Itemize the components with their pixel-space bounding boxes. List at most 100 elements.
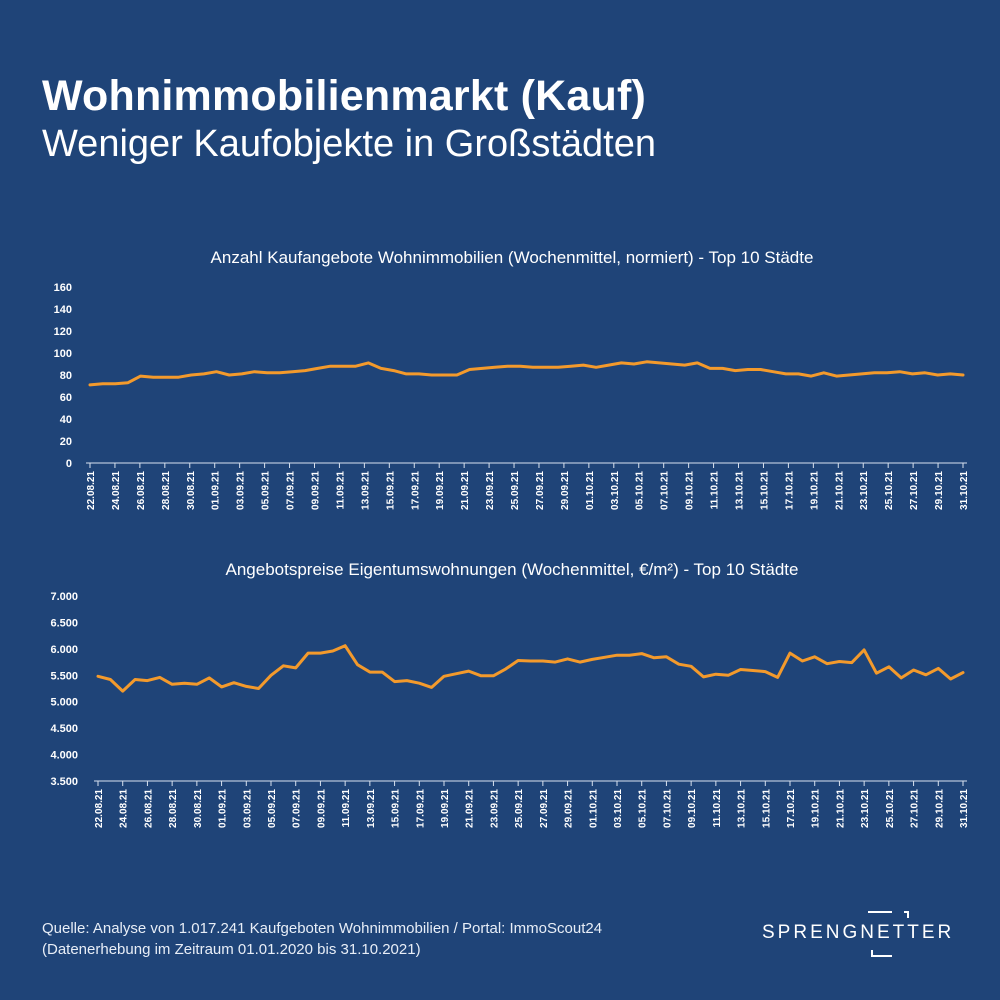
chart2-x-tick-label: 21.09.21 (465, 789, 476, 828)
sprengnetter-logo-text: SPRENGNETTER (762, 922, 955, 943)
chart1-x-tick-label: 19.10.21 (809, 471, 820, 510)
chart2-x-tick-label: 23.10.21 (860, 789, 871, 828)
chart1-x-tick-label: 23.09.21 (485, 471, 496, 510)
chart2-x-tick-label: 30.08.21 (193, 789, 204, 828)
chart1-x-tick-label: 03.09.21 (236, 471, 247, 510)
chart2-x-tick-label: 25.10.21 (885, 789, 896, 828)
sprengnetter-logo-icon (868, 911, 909, 957)
chart1-x-tick-label: 13.10.21 (735, 471, 746, 510)
chart2-x-tick-label: 11.09.21 (341, 789, 352, 828)
chart2-y-tick-label: 5.500 (50, 670, 78, 682)
chart1-x-tick-label: 15.10.21 (759, 471, 770, 510)
chart-apartment-prices: 3.500 4.000 4.500 5.000 5.500 6.000 6.500 7.000… (50, 591, 970, 828)
chart1-x-tick-label: 26.08.21 (136, 471, 147, 510)
chart-offers-count: 0 20 40 60 80 100 120 140 160 22.08.21 24.08.21 26.… (54, 282, 970, 510)
chart1-x-tick-label: 13.09.21 (360, 471, 371, 510)
chart1-y-tick-label: 60 (60, 392, 72, 404)
chart1-x-tick-label: 28.08.21 (161, 471, 172, 510)
chart2-x-tick-label: 09.10.21 (687, 789, 698, 828)
chart1-x-tick-label: 15.09.21 (385, 471, 396, 510)
chart1-x-tick-label: 31.10.21 (959, 471, 970, 510)
chart1-x-tick-label: 03.10.21 (610, 471, 621, 510)
chart2-x-tick-label: 03.09.21 (242, 789, 253, 828)
chart2-x-tick-label: 27.10.21 (910, 789, 921, 828)
chart1-x-tick-label: 07.09.21 (286, 471, 297, 510)
chart1-y-tick-label: 100 (54, 348, 72, 360)
chart2-x-tick-label: 27.09.21 (539, 789, 550, 828)
chart1-x-tick-label: 27.09.21 (535, 471, 546, 510)
chart1-x-tick-label: 07.10.21 (660, 471, 671, 510)
chart2-x-tick-label: 19.09.21 (440, 789, 451, 828)
chart2-x-tick-label: 17.09.21 (415, 789, 426, 828)
chart1-y-tick-label: 20 (60, 436, 72, 448)
chart2-x-tick-label: 07.09.21 (292, 789, 303, 828)
chart2-x-tick-label: 22.08.21 (94, 789, 105, 828)
chart2-y-tick-label: 7.000 (50, 591, 78, 603)
chart2-x-tick-label: 05.09.21 (267, 789, 278, 828)
chart2-x-tick-label: 13.09.21 (366, 789, 377, 828)
page-subtitle: Weniger Kaufobjekte in Großstädten (42, 123, 656, 165)
chart1-x-tick-label: 22.08.21 (86, 471, 97, 510)
chart1-x-tick-label: 21.09.21 (460, 471, 471, 510)
chart2-x-tick-label: 17.10.21 (786, 789, 797, 828)
chart1-x-tick-label: 29.09.21 (560, 471, 571, 510)
chart1-x-tick-label: 21.10.21 (834, 471, 845, 510)
chart2-y-tick-label: 4.500 (50, 723, 78, 735)
chart1-x-tick-label: 24.08.21 (111, 471, 122, 510)
chart1-x-tick-label: 01.09.21 (211, 471, 222, 510)
chart2-y-tick-label: 3.500 (50, 776, 78, 788)
chart2-x-tick-label: 01.10.21 (588, 789, 599, 828)
chart2-y-tick-label: 4.000 (50, 750, 78, 762)
chart1-x-tick-label: 09.09.21 (310, 471, 321, 510)
source-line-2: (Datenerhebung im Zeitraum 01.01.2020 bi… (42, 941, 421, 958)
chart2-x-tick-label: 26.08.21 (143, 789, 154, 828)
chart1-y-tick-label: 120 (54, 326, 72, 338)
chart2-x-tick-label: 31.10.21 (959, 789, 970, 828)
chart2-x-tick-label: 01.09.21 (218, 789, 229, 828)
chart2-x-tick-label: 07.10.21 (662, 789, 673, 828)
chart2-x-tick-label: 15.09.21 (391, 789, 402, 828)
chart2-series-line (96, 644, 965, 693)
chart1-x-tick-label: 29.10.21 (934, 471, 945, 510)
chart2-y-tick-label: 6.500 (50, 617, 78, 629)
chart2-x-tick-label: 15.10.21 (761, 789, 772, 828)
chart2-x-tick-label: 11.10.21 (712, 789, 723, 828)
chart1-x-tick-label: 09.10.21 (685, 471, 696, 510)
chart1-x-tick-label: 01.10.21 (585, 471, 596, 510)
chart1-x-tick-label: 23.10.21 (859, 471, 870, 510)
chart1-x-tick-label: 19.09.21 (435, 471, 446, 510)
chart1-x-tick-label: 05.10.21 (635, 471, 646, 510)
chart1-x-tick-label: 25.09.21 (510, 471, 521, 510)
chart2-x-tick-label: 28.08.21 (168, 789, 179, 828)
chart2-x-tick-label: 09.09.21 (316, 789, 327, 828)
chart1-series-line (88, 360, 965, 387)
chart1-x-tick-label: 17.09.21 (410, 471, 421, 510)
source-line-1: Quelle: Analyse von 1.017.241 Kaufgebote… (42, 920, 603, 937)
chart2-y-tick-label: 5.000 (50, 697, 78, 709)
chart2-title: Angebotspreise Eigentumswohnungen (Woche… (225, 560, 799, 579)
chart1-x-tick-label: 30.08.21 (186, 471, 197, 510)
chart2-x-tick-label: 25.09.21 (514, 789, 525, 828)
chart2-x-tick-label: 24.08.21 (119, 789, 130, 828)
chart2-x-tick-label: 05.10.21 (638, 789, 649, 828)
chart1-y-tick-label: 0 (66, 458, 72, 470)
chart2-y-tick-label: 6.000 (50, 644, 78, 656)
chart1-y-tick-label: 40 (60, 414, 72, 426)
chart2-x-tick-label: 03.10.21 (613, 789, 624, 828)
source-note: Quelle: Analyse von 1.017.241 Kaufgebote… (42, 918, 602, 960)
chart2-x-tick-label: 29.10.21 (934, 789, 945, 828)
chart2-x-tick-label: 21.10.21 (835, 789, 846, 828)
chart1-y-tick-label: 140 (54, 304, 72, 316)
chart2-x-tick-label: 13.10.21 (737, 789, 748, 828)
chart2-x-tick-label: 29.09.21 (564, 789, 575, 828)
chart1-title: Anzahl Kaufangebote Wohnimmobilien (Woch… (210, 248, 814, 267)
chart1-y-tick-label: 160 (54, 282, 72, 294)
chart1-x-tick-label: 27.10.21 (909, 471, 920, 510)
chart2-x-tick-label: 19.10.21 (811, 789, 822, 828)
chart1-y-tick-label: 80 (60, 370, 72, 382)
chart1-x-tick-label: 11.09.21 (335, 471, 346, 510)
chart2-x-tick-label: 23.09.21 (489, 789, 500, 828)
chart1-x-tick-label: 05.09.21 (261, 471, 272, 510)
page-title: Wohnimmobilienmarkt (Kauf) (42, 72, 647, 120)
chart1-x-tick-label: 17.10.21 (784, 471, 795, 510)
